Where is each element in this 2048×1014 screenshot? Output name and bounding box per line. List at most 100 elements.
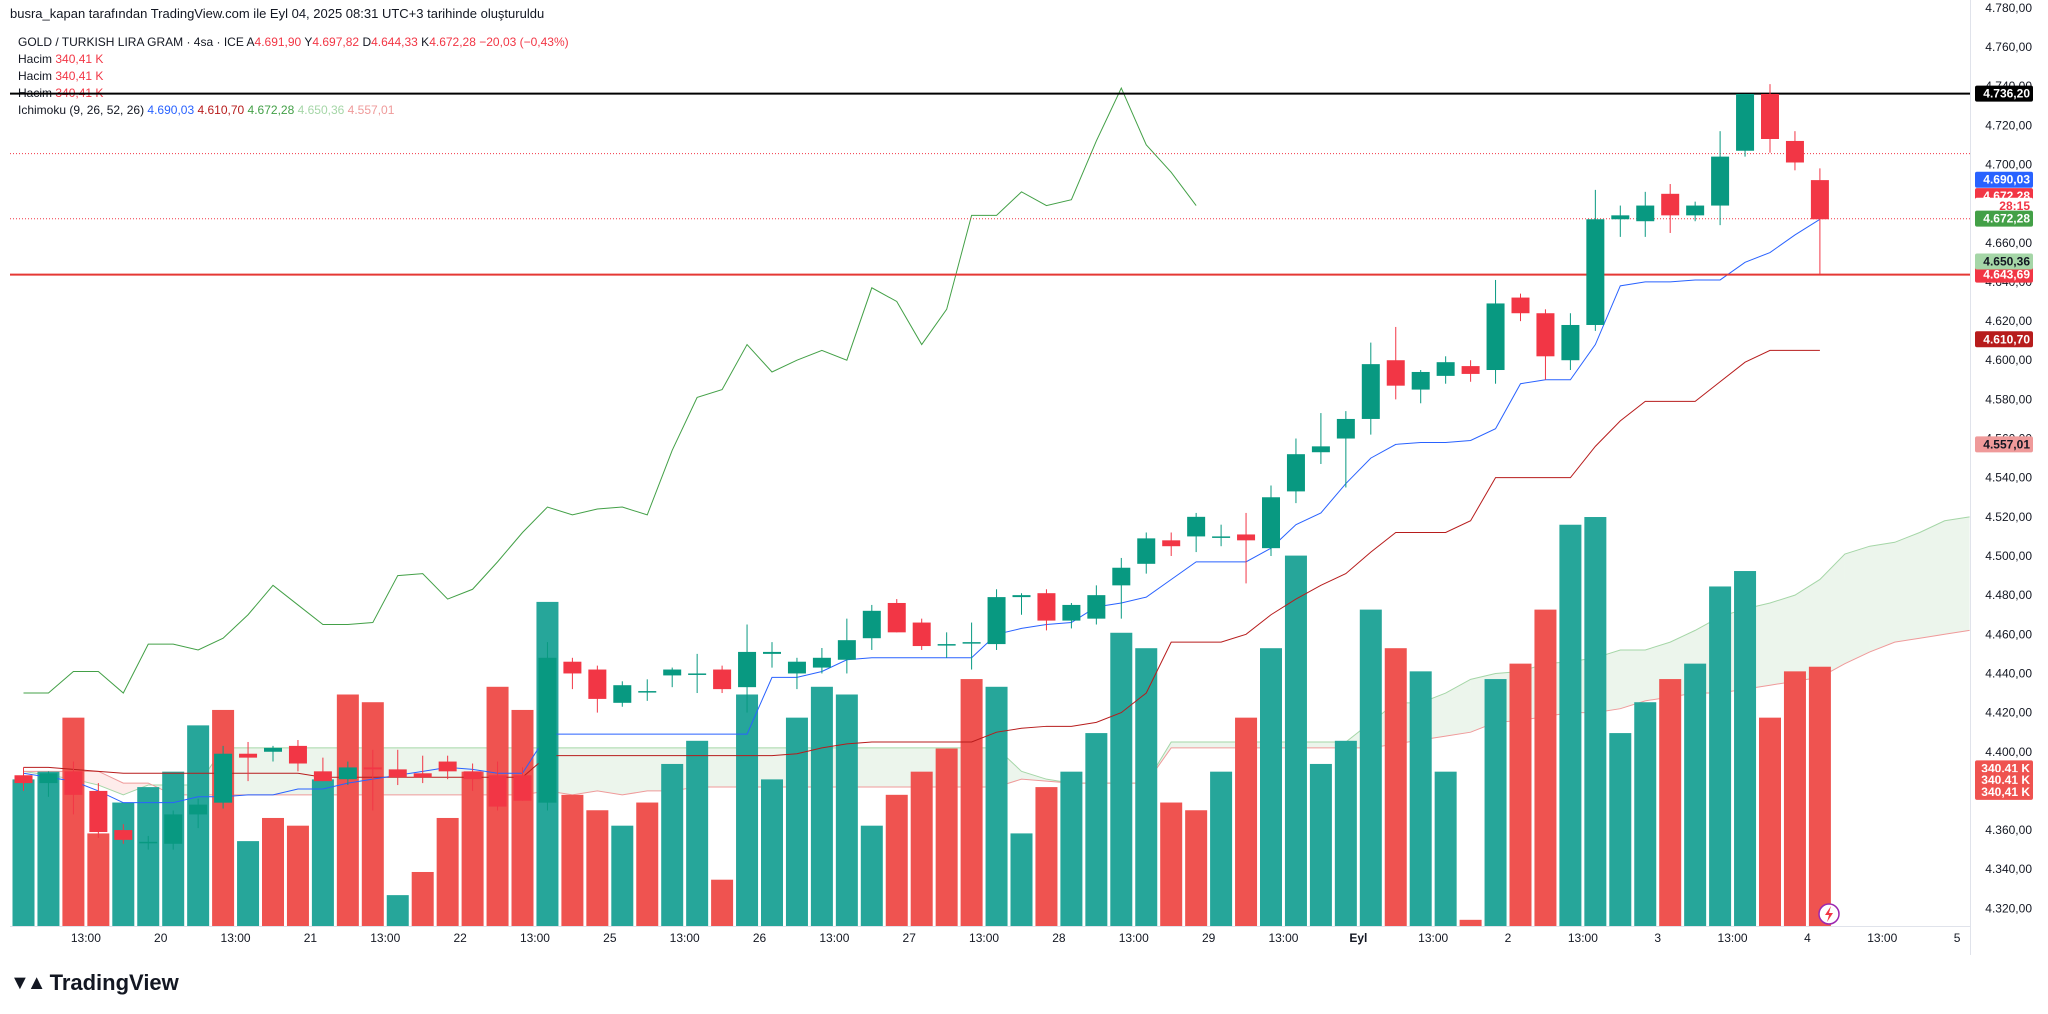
candle [912,618,931,650]
time-tick-label: 5 [1954,931,1961,945]
cloud-segment [597,747,623,795]
cloud-segment [422,747,448,795]
candle-body [139,841,158,844]
price-tick-label: 4.460,00 [1985,627,2032,641]
candle-body [1212,536,1231,538]
candle [189,798,208,829]
indicator-price-tag-bg [1975,197,2033,214]
volume-bar [286,825,309,926]
time-tick-label: 13:00 [969,931,999,945]
price-chart[interactable]: 4.320,004.340,004.360,004.380,004.400,00… [0,0,2048,960]
candle [1486,279,1505,384]
volume-bar [361,702,384,926]
candle-body [1486,303,1505,371]
legend-symbol-row[interactable]: GOLD / TURKISH LIRA GRAM · 4sa · ICE A4.… [18,34,569,51]
candle-body [862,610,881,639]
candle-body [1037,593,1056,621]
volume-bar [1509,663,1532,926]
candle-body [962,642,981,644]
candle [1286,438,1305,504]
candle [264,745,282,762]
indicator-price-tag-bg [1975,171,2033,188]
volume-bar [336,694,359,926]
time-tick-label: 13:00 [1268,931,1298,945]
cloud-segment [1445,679,1471,737]
volume-bar [885,794,908,926]
chart-header-note: busra_kapan tarafından TradingView.com i… [10,6,545,21]
candle-body [164,814,183,844]
candle [513,767,532,801]
price-tick-label: 4.760,00 [1985,40,2032,54]
candle-body [214,753,233,803]
candle [413,755,432,784]
candle-body [1137,538,1156,564]
candle [1611,205,1630,237]
time-tick-label: 4 [1804,931,1811,945]
candle-body [1012,595,1031,598]
candle-body [837,640,856,660]
candle [937,632,956,658]
indicator-price-tag-label: 4.610,70 [1983,332,2030,346]
candle [1311,413,1330,464]
candle-body [1686,205,1705,216]
time-tick-label: 13:00 [1418,931,1448,945]
candle-body [264,747,282,752]
volume-bar [1559,524,1582,926]
candle [239,741,258,782]
cloud-segment [1844,546,1870,664]
price-tick-label: 4.320,00 [1985,901,2032,915]
candle-body [1162,540,1181,547]
candle [1062,602,1081,629]
volume-bar [1334,740,1357,926]
time-tick-label: 13:00 [221,931,251,945]
cloud-segment [572,747,598,795]
volume-bar [1135,648,1158,926]
volume-bar [935,748,958,926]
indicator-price-tag-label: 4.650,36 [1983,255,2030,269]
volume-bar [1260,648,1282,926]
volume-tag-label: 340,41 K [1981,785,2030,799]
price-line-tag: 4.643,69 [1975,266,2033,283]
legend-volume-row[interactable]: Hacim 340,41 K [18,69,104,83]
legend-ichimoku-row[interactable]: Ichimoku (9, 26, 52, 26) 4.690,03 4.610,… [18,103,395,117]
candle [713,665,732,694]
candle [463,763,482,791]
flash-icon[interactable] [1818,903,1840,925]
price-tick-label: 4.500,00 [1985,549,2032,563]
candle-body [1511,297,1530,314]
volume-bar [262,817,284,926]
candle [1711,131,1730,226]
legend-volume-row[interactable]: Hacim 340,41 K [18,52,104,66]
volume-bar [686,740,709,926]
candle [1511,293,1530,322]
tradingview-logo[interactable]: ▼▲ TradingView [10,970,179,995]
volume-bar [960,679,983,926]
candle [1436,356,1455,384]
candle [1087,585,1106,625]
candle [1112,557,1131,619]
candle [763,642,781,668]
candle-body [738,651,757,688]
indicator-price-tag: 4.650,36 [1975,253,2033,270]
cloud-segment [1894,532,1920,643]
volume-bar [1783,671,1806,926]
price-change: −20,03 (−0,43%) [479,35,569,49]
symbol-label: GOLD / TURKISH LIRA GRAM · 4sa · ICE [18,35,244,49]
candle [862,604,881,650]
volume-tag: 340,41 K [1975,783,2033,800]
volume-bar [910,771,933,926]
indicator-price-tag: 4.690,03 [1975,171,2033,188]
candle-body [1636,205,1655,222]
candle [1336,411,1355,488]
candle [563,657,582,690]
volume-bar [87,833,110,926]
candle-body [912,622,931,647]
candle-body [1761,93,1779,139]
ohlc-values: A4.691,90 Y4.697,82 D4.644,33 K4.672,28 … [246,35,569,49]
indicator-price-tag-label: 4.672,28 [1983,212,2030,226]
candle-body [388,769,407,778]
volume-bar [1734,571,1757,926]
candle-body [363,767,382,770]
indicator-price-tag-bg [1975,253,2033,270]
